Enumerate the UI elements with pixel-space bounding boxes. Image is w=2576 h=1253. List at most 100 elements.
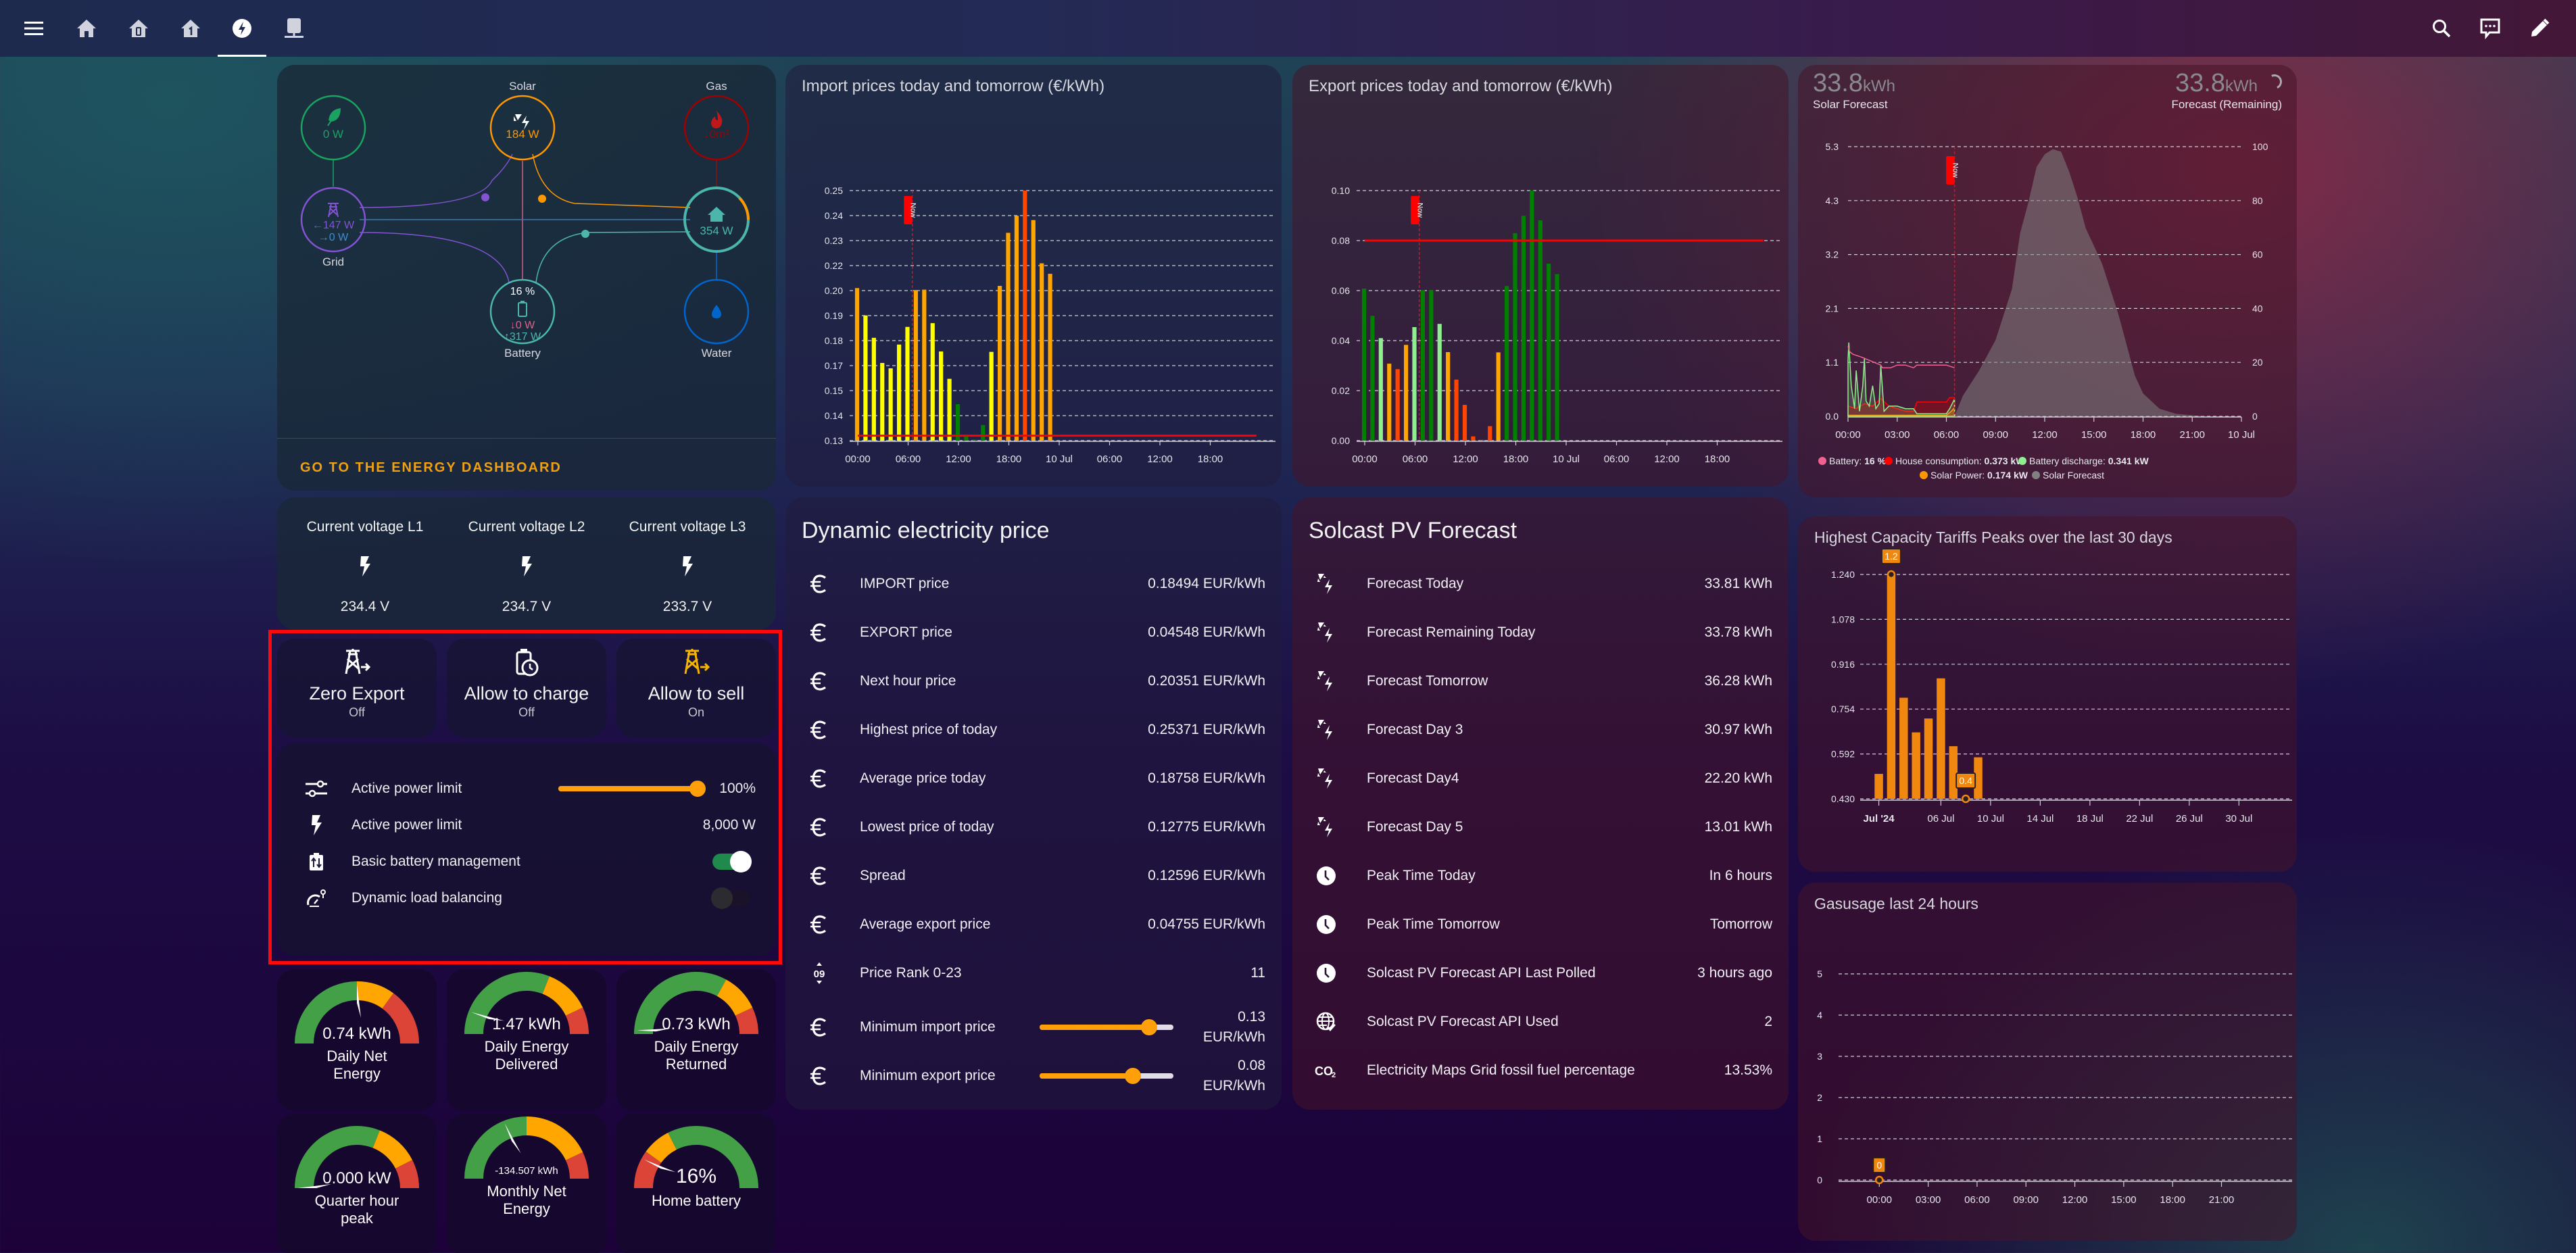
gauge-card[interactable]: 0.73 kWh Daily Energy Returned <box>616 969 776 1111</box>
list-item[interactable]: Spread 0.12596 EUR/kWh <box>806 862 1265 889</box>
bar[interactable] <box>1479 439 1484 441</box>
bar[interactable] <box>1370 316 1375 441</box>
list-item[interactable]: Peak Time Today In 6 hours <box>1313 862 1772 889</box>
search-icon[interactable] <box>2428 15 2455 42</box>
list-item[interactable]: Average export price 0.04755 EUR/kWh <box>806 911 1265 938</box>
solar-forecast-chart[interactable]: 0.0 0 1.1 20 2.1 40 3.2 60 4.3 80 5.3 100 00:00 03:00… <box>1798 65 2297 497</box>
bar[interactable] <box>1874 774 1883 799</box>
bar[interactable] <box>1496 352 1501 441</box>
list-item[interactable]: Solcast PV Forecast API Used 2 <box>1313 1008 1772 1035</box>
bar[interactable] <box>922 289 927 441</box>
slider-handle[interactable] <box>689 781 706 797</box>
bar[interactable] <box>947 378 952 441</box>
slider-handle[interactable] <box>1141 1019 1158 1035</box>
gauge-card[interactable]: 16% Home battery <box>616 1114 776 1253</box>
bar[interactable] <box>1504 286 1509 441</box>
bar[interactable] <box>1937 678 1945 799</box>
allow-to-sell-button[interactable]: Allow to sell On <box>616 639 776 737</box>
legend-item[interactable]: Solar Forecast <box>2032 470 2104 481</box>
bar[interactable] <box>1454 379 1459 441</box>
bar[interactable] <box>1887 574 1896 799</box>
list-item[interactable]: IMPORT price 0.18494 EUR/kWh <box>806 570 1265 597</box>
bar[interactable] <box>896 344 902 441</box>
list-item[interactable]: 09 Price Rank 0-23 11 <box>806 960 1265 987</box>
basic-battery-management-toggle[interactable] <box>712 851 752 873</box>
bar[interactable] <box>930 323 935 441</box>
price-slider[interactable] <box>1039 1019 1173 1035</box>
bar[interactable] <box>888 368 893 441</box>
bar[interactable] <box>981 424 986 441</box>
bar[interactable] <box>1446 352 1451 441</box>
gauge-card[interactable]: 0.74 kWh Daily Net Energy <box>277 969 437 1111</box>
allow-to-charge-button[interactable]: Allow to charge Off <box>447 639 606 737</box>
go-to-energy-dashboard-link[interactable]: GO TO THE ENERGY DASHBOARD <box>300 460 562 475</box>
bar[interactable] <box>955 404 961 441</box>
list-item[interactable]: Peak Time Tomorrow Tomorrow <box>1313 911 1772 938</box>
bar[interactable] <box>913 290 919 441</box>
list-item[interactable]: Forecast Remaining Today 33.78 kWh <box>1313 619 1772 646</box>
bar[interactable] <box>1530 191 1534 441</box>
grid-node[interactable] <box>300 187 366 253</box>
legend-item[interactable]: Battery: 16 % <box>1818 456 1887 466</box>
solar-node[interactable] <box>489 95 556 161</box>
bar[interactable] <box>854 288 860 441</box>
bar[interactable] <box>1974 757 1983 799</box>
bar[interactable] <box>939 351 944 441</box>
price-slider[interactable] <box>1039 1068 1173 1084</box>
battery-node[interactable] <box>489 278 556 345</box>
bar[interactable] <box>1471 436 1476 441</box>
low-carbon-node[interactable] <box>300 95 366 161</box>
list-item[interactable]: Next hour price 0.20351 EUR/kWh <box>806 668 1265 695</box>
active-power-limit-slider[interactable] <box>558 781 706 797</box>
list-item[interactable]: Lowest price of today 0.12775 EUR/kWh <box>806 814 1265 841</box>
gas-usage-chart[interactable]: 0 1 2 3 4 5 00:00 03:00 06:00 09:00 12:00 15:00 18:0… <box>1798 883 2297 1241</box>
home-floor-1-icon[interactable] <box>177 15 204 42</box>
list-item[interactable]: Forecast Day4 22.20 kWh <box>1313 765 1772 792</box>
bar[interactable] <box>1014 216 1019 441</box>
list-item[interactable]: CO 2 Electricity Maps Grid fossil fuel per… <box>1313 1057 1772 1084</box>
bar[interactable] <box>1387 364 1392 441</box>
lightning-bolt-circle-icon[interactable] <box>228 15 256 42</box>
home-floor-0-icon[interactable] <box>125 15 152 42</box>
bar[interactable] <box>1023 191 1027 441</box>
voltage-l3[interactable]: Current voltage L3 233.7 V <box>610 497 765 615</box>
list-item[interactable]: Average price today 0.18758 EUR/kWh <box>806 765 1265 792</box>
bar[interactable] <box>1949 746 1958 799</box>
bar[interactable] <box>871 337 876 441</box>
capacity-tariff-chart[interactable]: 0.430 0.592 0.754 0.916 1.078 1.240 Jul '24 06 … <box>1798 516 2297 872</box>
bar[interactable] <box>1437 324 1442 441</box>
bar[interactable] <box>1040 263 1044 441</box>
data-point[interactable] <box>1875 1175 1884 1185</box>
list-item[interactable]: Forecast Day 5 13.01 kWh <box>1313 814 1772 841</box>
bar[interactable] <box>1361 289 1367 441</box>
home-icon[interactable] <box>73 15 100 42</box>
legend-item[interactable]: Battery discharge: 0.341 kW <box>2018 456 2149 466</box>
bar[interactable] <box>905 326 910 441</box>
bar[interactable] <box>1488 426 1492 441</box>
bar[interactable] <box>1899 697 1908 799</box>
list-item[interactable]: EXPORT price 0.04548 EUR/kWh <box>806 619 1265 646</box>
bar[interactable] <box>1513 232 1517 441</box>
edit-pencil-icon[interactable] <box>2526 15 2553 42</box>
gauge-card[interactable]: -134.507 kWh Monthly Net Energy <box>447 1114 606 1253</box>
bar[interactable] <box>1555 274 1559 441</box>
slider-handle[interactable] <box>1125 1068 1142 1084</box>
bar[interactable] <box>1412 327 1417 441</box>
bar[interactable] <box>863 315 868 441</box>
legend-item[interactable]: House consumption: 0.373 kW <box>1885 456 2025 466</box>
bar[interactable] <box>989 351 994 441</box>
voltage-l1[interactable]: Current voltage L1 234.4 V <box>287 497 443 615</box>
bar[interactable] <box>1521 216 1526 441</box>
bar[interactable] <box>1403 345 1409 441</box>
legend-item[interactable]: Solar Power: 0.174 kW <box>1920 470 2028 481</box>
list-item[interactable]: Forecast Today 33.81 kWh <box>1313 570 1772 597</box>
bar[interactable] <box>964 435 969 441</box>
bar[interactable] <box>1420 290 1426 441</box>
gauge-card[interactable]: 0.000 kW Quarter hour peak <box>277 1114 437 1253</box>
bar[interactable] <box>1006 232 1011 441</box>
voltage-l2[interactable]: Current voltage L2 234.7 V <box>449 497 604 615</box>
bar[interactable] <box>1429 290 1434 441</box>
dynamic-load-balancing-toggle[interactable] <box>711 887 750 909</box>
active-power-limit-w-row[interactable]: Active power limit 8,000 W <box>297 808 756 842</box>
gas-node[interactable] <box>683 95 750 161</box>
